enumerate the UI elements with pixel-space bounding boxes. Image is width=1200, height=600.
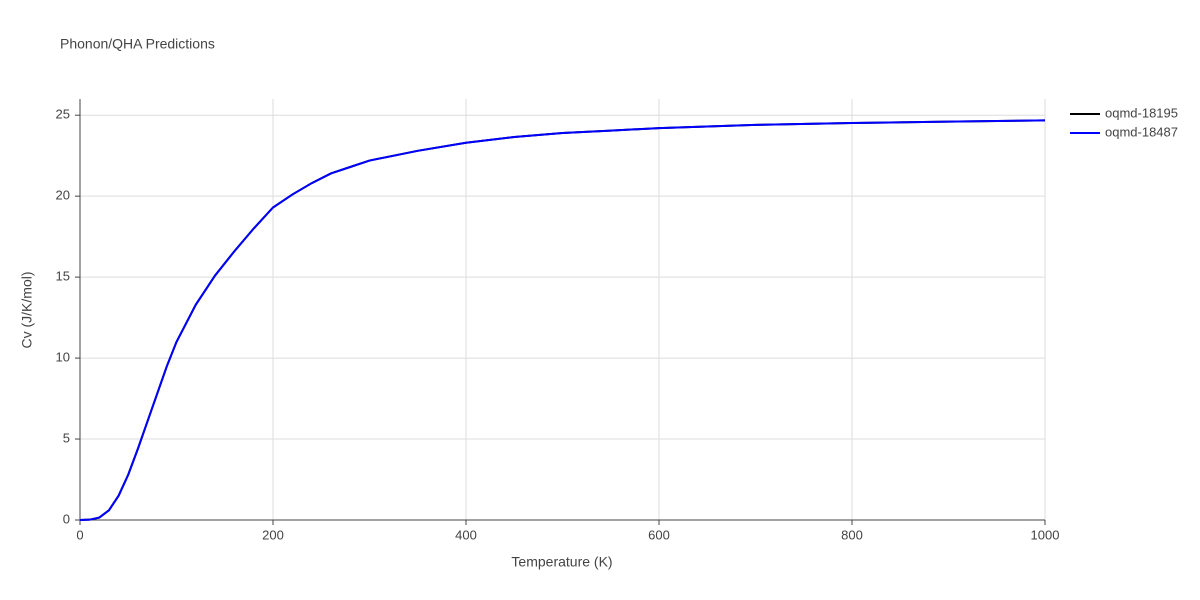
x-tick-label: 600 [648,527,670,542]
chart-title: Phonon/QHA Predictions [60,36,215,52]
legend-label: oqmd-18487 [1105,124,1178,139]
y-tick-label: 0 [63,511,70,526]
x-tick-label: 1000 [1031,527,1060,542]
y-tick-label: 10 [56,350,70,365]
legend-label: oqmd-18195 [1105,105,1178,120]
x-axis-label: Temperature (K) [511,554,612,570]
y-tick-label: 25 [56,107,70,122]
x-tick-label: 800 [841,527,863,542]
line-series [79,119,1046,521]
x-tick-label: 200 [262,527,284,542]
line-series [79,119,1046,521]
y-tick-label: 5 [63,430,70,445]
y-tick-label: 20 [56,188,70,203]
x-tick-label: 400 [455,527,477,542]
x-tick-label: 0 [76,527,83,542]
y-tick-label: 15 [56,269,70,284]
y-axis-label: Cv (J/K/mol) [19,272,35,349]
